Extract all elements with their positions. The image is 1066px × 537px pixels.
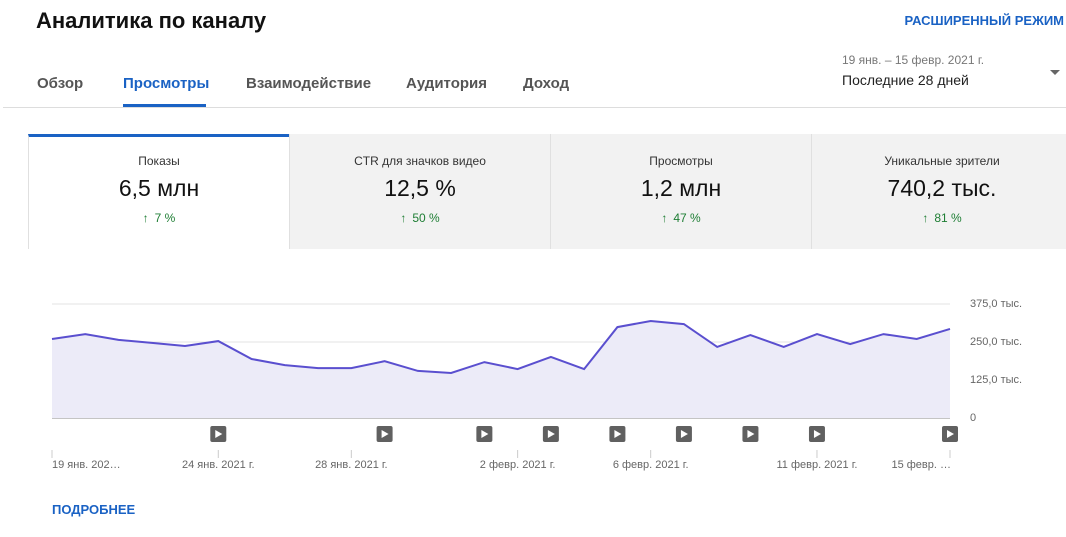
- line: [51, 319, 951, 375]
- change-value: 7 %: [154, 211, 176, 225]
- metric-label: CTR для значков видео: [354, 154, 486, 168]
- metric-value: 740,2 тыс.: [887, 175, 997, 201]
- video-marker[interactable]: [210, 426, 227, 442]
- metric-value: 12,5 %: [384, 175, 456, 201]
- period-select[interactable]: Последние 28 дней: [842, 72, 969, 88]
- play-glyph: [680, 430, 688, 438]
- change-value: 50 %: [412, 211, 440, 225]
- more-button[interactable]: ПОДРОБНЕЕ: [52, 502, 136, 517]
- tab[interactable]: Доход: [523, 75, 570, 92]
- page-title: Аналитика по каналу: [36, 8, 267, 33]
- play-glyph: [381, 430, 389, 438]
- change-value: 47 %: [673, 211, 701, 225]
- video-marker[interactable]: [376, 426, 393, 442]
- metric-change: ↑ 50 %: [290, 211, 550, 225]
- play-glyph: [614, 430, 622, 438]
- video-marker[interactable]: [742, 426, 759, 442]
- x-tick-label: 6 февр. 2021 г.: [613, 459, 689, 471]
- metric-card[interactable]: Просмотры 1,2 млн ↑ 47 %: [550, 134, 811, 249]
- up-arrow: ↑: [142, 211, 149, 225]
- y-tick-label: 250,0 тыс.: [970, 336, 1022, 348]
- video-marker[interactable]: [609, 426, 626, 442]
- video-marker[interactable]: [476, 426, 493, 442]
- video-marker[interactable]: [675, 426, 692, 442]
- change-value: 81 %: [934, 211, 962, 225]
- x-tick-label: 11 февр. 2021 г.: [776, 459, 857, 471]
- metric-value: 1,2 млн: [640, 175, 722, 201]
- metric-label: Уникальные зрители: [884, 154, 1000, 168]
- tab[interactable]: Просмотры: [123, 75, 210, 92]
- metric-change: ↑ 47 %: [551, 211, 811, 225]
- video-marker[interactable]: [942, 426, 958, 442]
- video-marker[interactable]: [808, 426, 825, 442]
- x-tick-label: 24 янв. 2021 г.: [182, 459, 255, 471]
- x-tick-label: 28 янв. 2021 г.: [315, 459, 388, 471]
- play-glyph: [547, 430, 555, 438]
- up-arrow: ↑: [400, 211, 407, 225]
- play-glyph: [747, 430, 755, 438]
- video-marker[interactable]: [542, 426, 559, 442]
- up-arrow: ↑: [922, 211, 929, 225]
- advanced-mode-button[interactable]: РАСШИРЕННЫЙ РЕЖИМ: [904, 13, 1064, 28]
- y-tick-label: 375,0 тыс.: [970, 298, 1022, 310]
- tab[interactable]: Аудитория: [406, 75, 487, 92]
- metric-label: Просмотры: [649, 154, 713, 168]
- metric-change: ↑ 7 %: [29, 211, 289, 225]
- tab[interactable]: Обзор: [37, 75, 84, 92]
- metric-card[interactable]: Уникальные зрители 740,2 тыс. ↑ 81 %: [811, 134, 1066, 249]
- area: [52, 321, 950, 418]
- metric-value: 6,5 млн: [118, 175, 200, 201]
- y-tick-label: 0: [970, 412, 976, 424]
- x-tick-label: 2 февр. 2021 г.: [480, 459, 556, 471]
- tab[interactable]: Взаимодействие: [246, 75, 372, 92]
- x-tick-label: 15 февр. …: [891, 459, 951, 471]
- metric-card[interactable]: CTR для значков видео 12,5 % ↑ 50 %: [289, 134, 550, 249]
- dropdown-caret[interactable]: [1050, 70, 1060, 75]
- play-glyph: [947, 430, 954, 438]
- play-glyph: [215, 430, 223, 438]
- up-arrow: ↑: [661, 211, 668, 225]
- date-range: 19 янв. – 15 февр. 2021 г.: [842, 53, 985, 67]
- play-glyph: [813, 430, 821, 438]
- y-tick-label: 125,0 тыс.: [970, 374, 1022, 386]
- tab-underline: [123, 104, 206, 107]
- x-tick-label: 19 янв. 202…: [52, 459, 121, 471]
- divider: [3, 107, 1066, 108]
- metric-change: ↑ 81 %: [812, 211, 1066, 225]
- metric-card[interactable]: Показы 6,5 млн ↑ 7 %: [28, 134, 289, 249]
- metric-label: Показы: [138, 154, 180, 168]
- play-glyph: [481, 430, 489, 438]
